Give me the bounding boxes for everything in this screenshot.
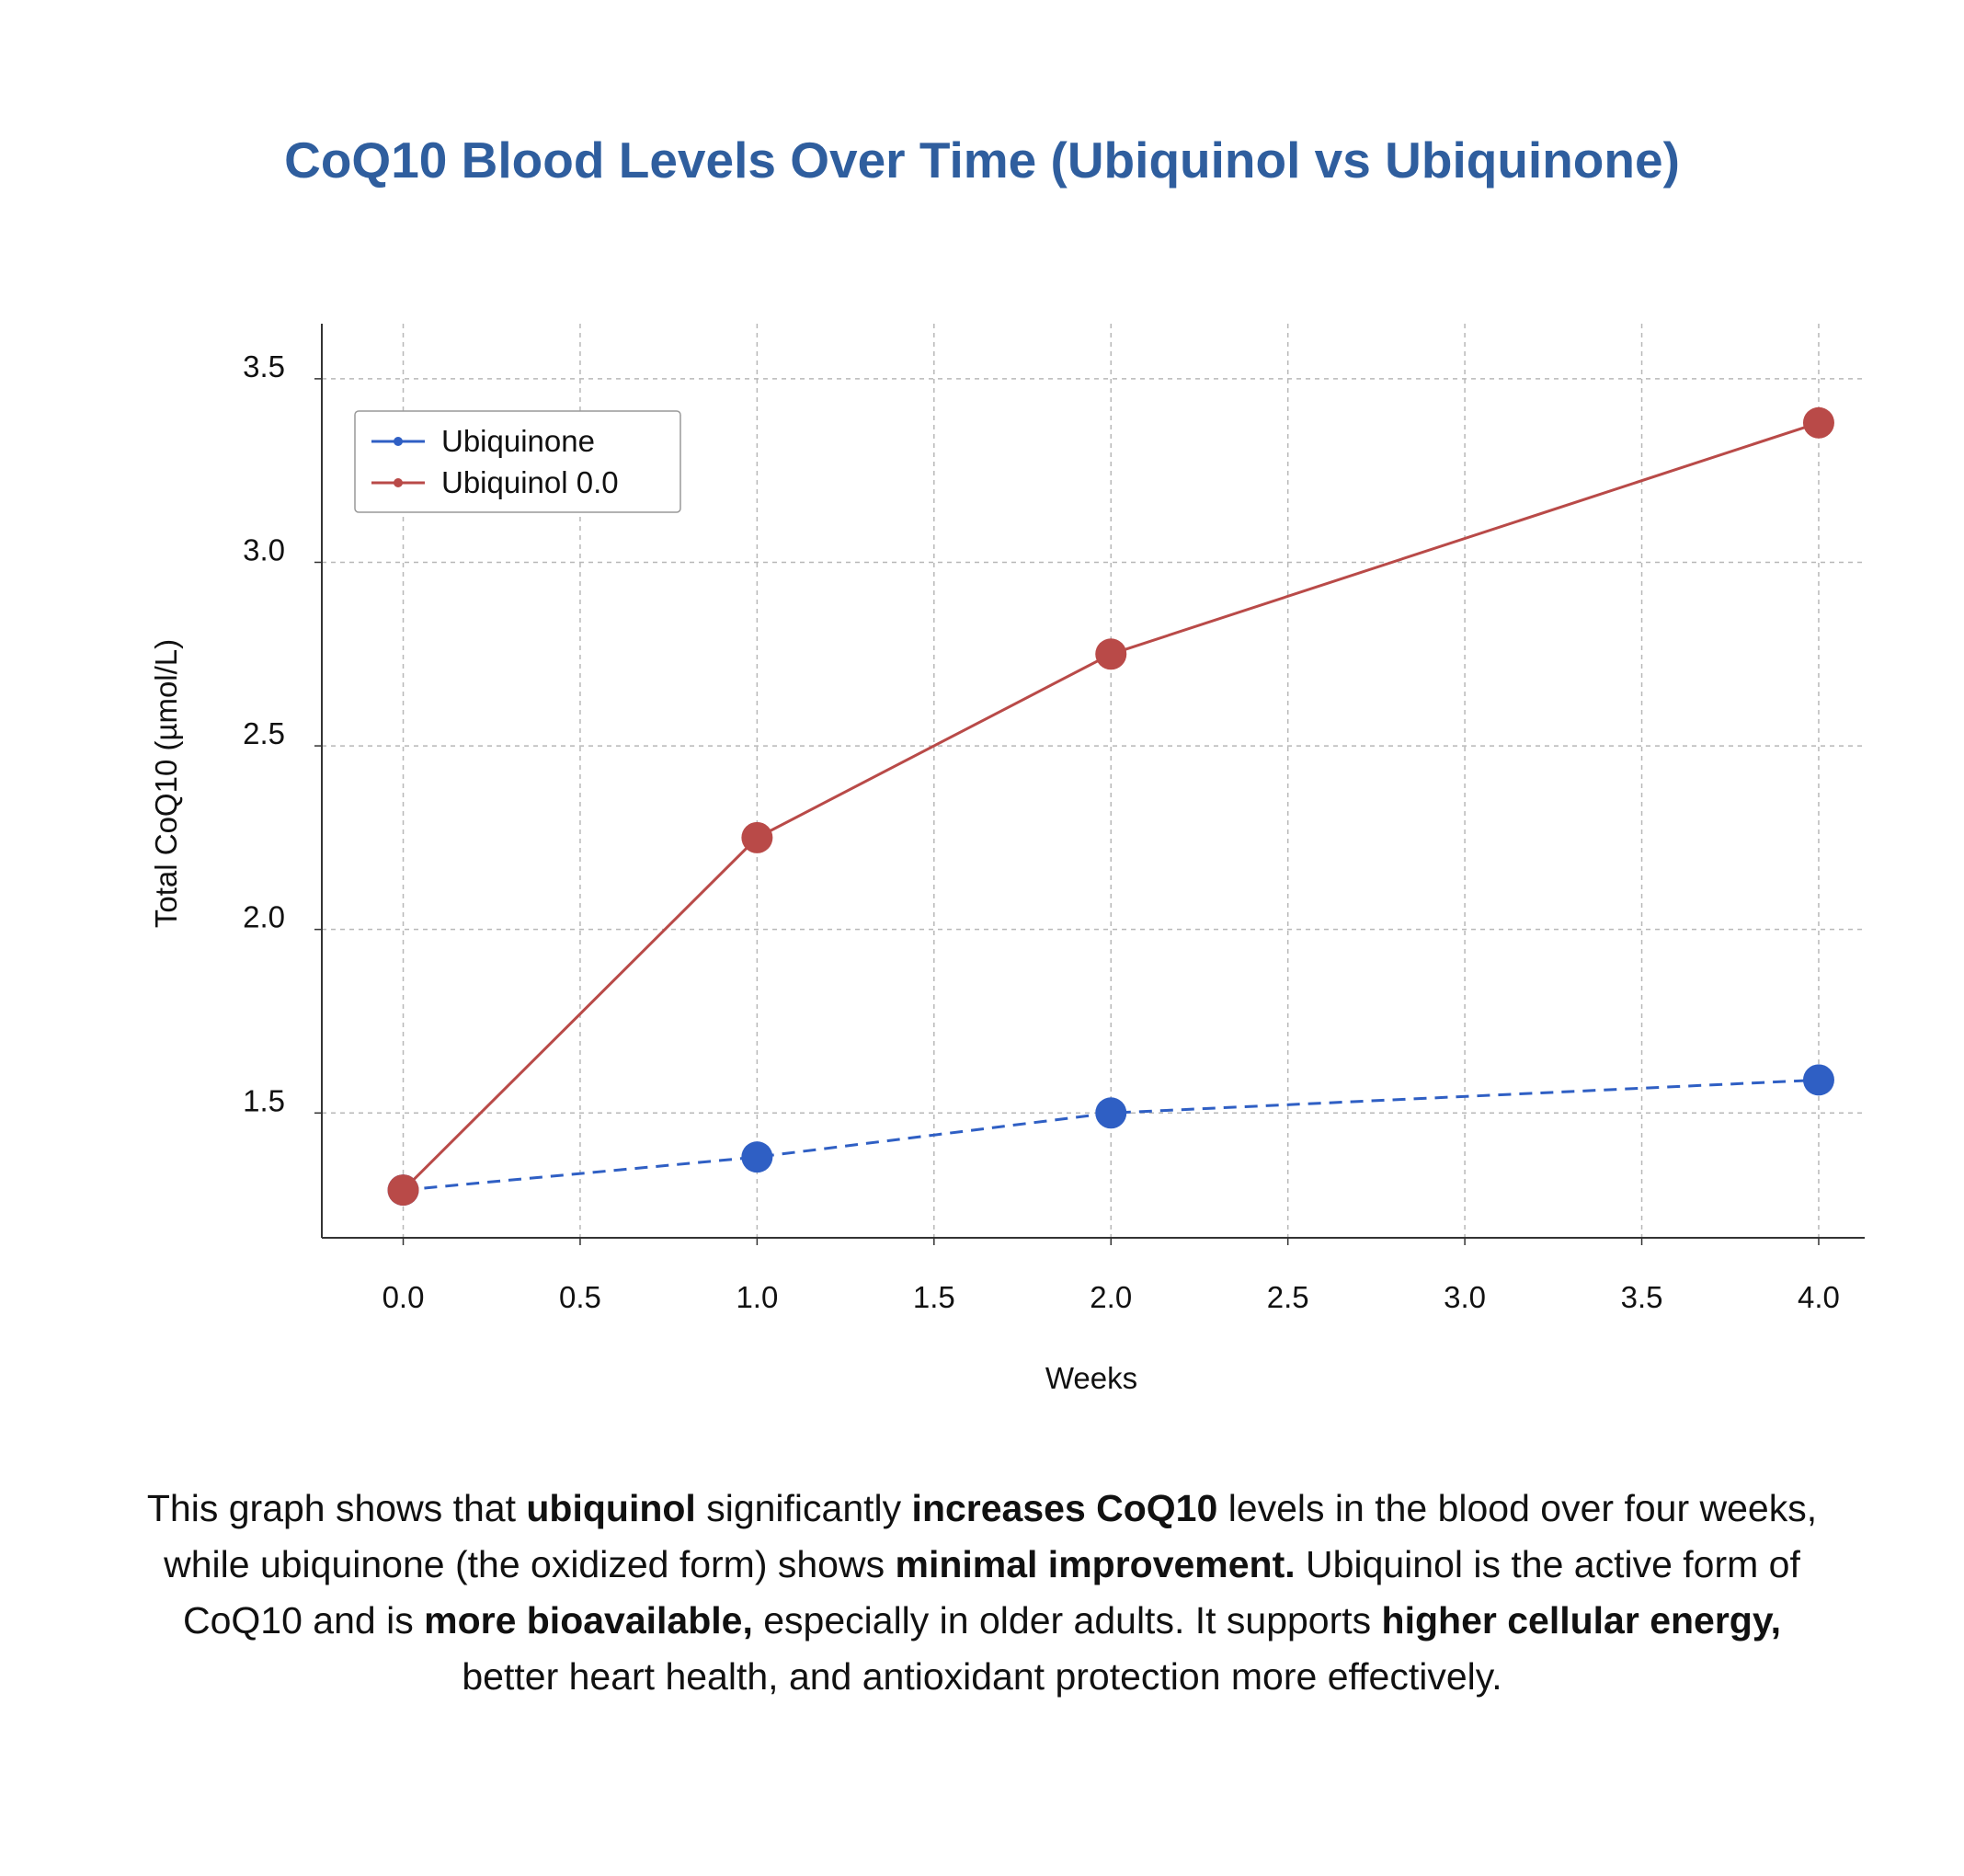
x-tick-label: 3.5 — [1621, 1280, 1663, 1314]
y-tick-label: 3.5 — [243, 349, 285, 383]
y-axis-label: Total CoQ10 (µmol/L) — [149, 639, 183, 928]
data-point-ubiquinone — [1095, 1097, 1127, 1129]
data-point-ubiquinone — [1802, 1064, 1834, 1096]
caption-text: levels in the blood over four weeks, whi… — [164, 1487, 1818, 1585]
caption-text: significantly — [695, 1487, 912, 1529]
caption-emphasis: higher cellular energy, — [1381, 1599, 1781, 1642]
caption-text: especially in older adults. It supports — [752, 1599, 1382, 1642]
legend-swatch-marker — [394, 437, 403, 446]
series-line-ubiquinol — [402, 421, 1820, 1192]
x-tick-label: 2.0 — [1090, 1280, 1132, 1314]
data-points — [387, 406, 1834, 1207]
x-tick-label: 1.5 — [913, 1280, 955, 1314]
y-tick-label: 2.5 — [243, 716, 285, 750]
caption-emphasis: ubiquinol — [526, 1487, 696, 1529]
data-point-ubiquinol — [741, 821, 773, 853]
x-tick-label: 4.0 — [1798, 1280, 1840, 1314]
legend-swatch-marker — [394, 478, 403, 487]
x-tick-label: 2.5 — [1267, 1280, 1309, 1314]
series-line-ubiquinone — [403, 1078, 1820, 1192]
y-tick-label: 2.0 — [243, 900, 285, 934]
data-point-ubiquinone — [741, 1141, 773, 1173]
caption-text: better heart health, and antioxidant pro… — [462, 1655, 1502, 1698]
x-tick-label: 1.0 — [736, 1280, 778, 1314]
data-point-ubiquinol — [1802, 406, 1834, 439]
y-tick-label: 3.0 — [243, 532, 285, 566]
tick-labels: 0.0 0.5 1.0 1.5 2.0 2.5 3.0 3.5 4.0 1.5 2.0 2.5 3.0 3… — [243, 349, 1840, 1314]
x-tick-label: 0.5 — [559, 1280, 601, 1314]
legend-label: Ubiquinol 0.0 — [441, 465, 619, 499]
caption-emphasis: minimal improvement. — [895, 1543, 1296, 1585]
x-axis-label: Weeks — [1045, 1361, 1137, 1395]
data-point-ubiquinol — [1095, 638, 1127, 670]
axes — [314, 324, 1865, 1245]
x-tick-label: 3.0 — [1444, 1280, 1486, 1314]
caption-emphasis: increases CoQ10 — [911, 1487, 1218, 1529]
caption-emphasis: more bioavailable, — [424, 1599, 753, 1642]
legend-box — [354, 410, 681, 513]
caption-text: This graph shows that — [146, 1487, 527, 1529]
description-paragraph: This graph shows that ubiquinol signific… — [138, 1481, 1826, 1705]
line-chart: 0.0 0.5 1.0 1.5 2.0 2.5 3.0 3.5 4.0 1.5 2.0 2.5 3.0 3… — [149, 324, 1865, 1395]
chart-title: CoQ10 Blood Levels Over Time (Ubiquinol … — [284, 132, 1680, 189]
caption-text: Ubiquinol is the active form of CoQ10 an… — [183, 1543, 1800, 1642]
legend-label: Ubiquinone — [441, 424, 595, 458]
legend: Ubiquinone Ubiquinol 0.0 — [354, 410, 681, 513]
series-lines — [402, 421, 1820, 1192]
y-tick-label: 1.5 — [243, 1083, 285, 1117]
x-tick-label: 0.0 — [383, 1280, 425, 1314]
data-point-ubiquinol — [387, 1174, 419, 1207]
